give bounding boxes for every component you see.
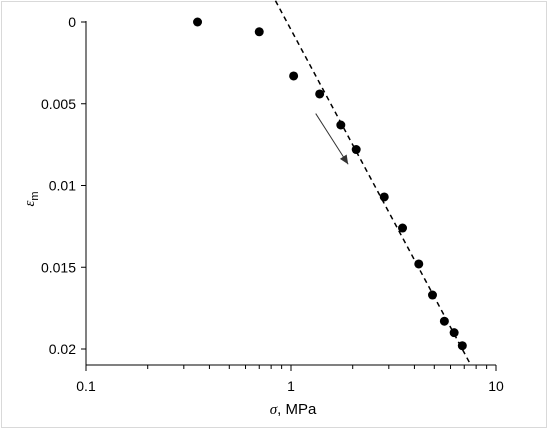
- data-point: [315, 89, 325, 99]
- x-axis-label-unit: , MPa: [277, 401, 317, 418]
- data-point: [336, 120, 346, 130]
- data-point: [457, 341, 467, 351]
- y-tick-label: 0.01: [49, 178, 76, 194]
- ticks: 0 0.005 0.01 0.015 0.02 0.1 1 10: [41, 14, 504, 394]
- data-point: [254, 27, 264, 37]
- data-point: [351, 145, 361, 155]
- y-axis-label-symbol: ε: [22, 201, 38, 207]
- data-point: [414, 259, 424, 269]
- data-point: [427, 290, 437, 300]
- x-axis-label-symbol: σ: [270, 402, 278, 418]
- y-tick-label: 0.02: [49, 341, 76, 357]
- arrow-shaft: [315, 113, 349, 165]
- x-tick-label: 0.1: [76, 378, 96, 394]
- trendline-group: [274, 0, 472, 366]
- x-tick-label: 10: [488, 378, 504, 394]
- y-axis-label: εm: [22, 191, 41, 206]
- data-point: [449, 328, 459, 338]
- y-axis-label-subscript: m: [29, 191, 41, 200]
- y-tick-label: 0.015: [41, 259, 76, 275]
- data-point: [379, 192, 389, 202]
- x-tick-label: 1: [287, 378, 295, 394]
- x-axis-label: σ, MPa: [270, 401, 317, 418]
- data-point: [439, 316, 449, 326]
- y-tick-label: 0: [68, 14, 76, 30]
- data-point: [193, 17, 203, 27]
- data-points: [193, 17, 467, 351]
- data-point: [398, 223, 408, 233]
- y-tick-label: 0.005: [41, 96, 76, 112]
- data-point: [289, 71, 299, 81]
- trendline: [274, 0, 472, 366]
- arrow-head: [339, 154, 349, 165]
- arrow-group: [315, 113, 349, 165]
